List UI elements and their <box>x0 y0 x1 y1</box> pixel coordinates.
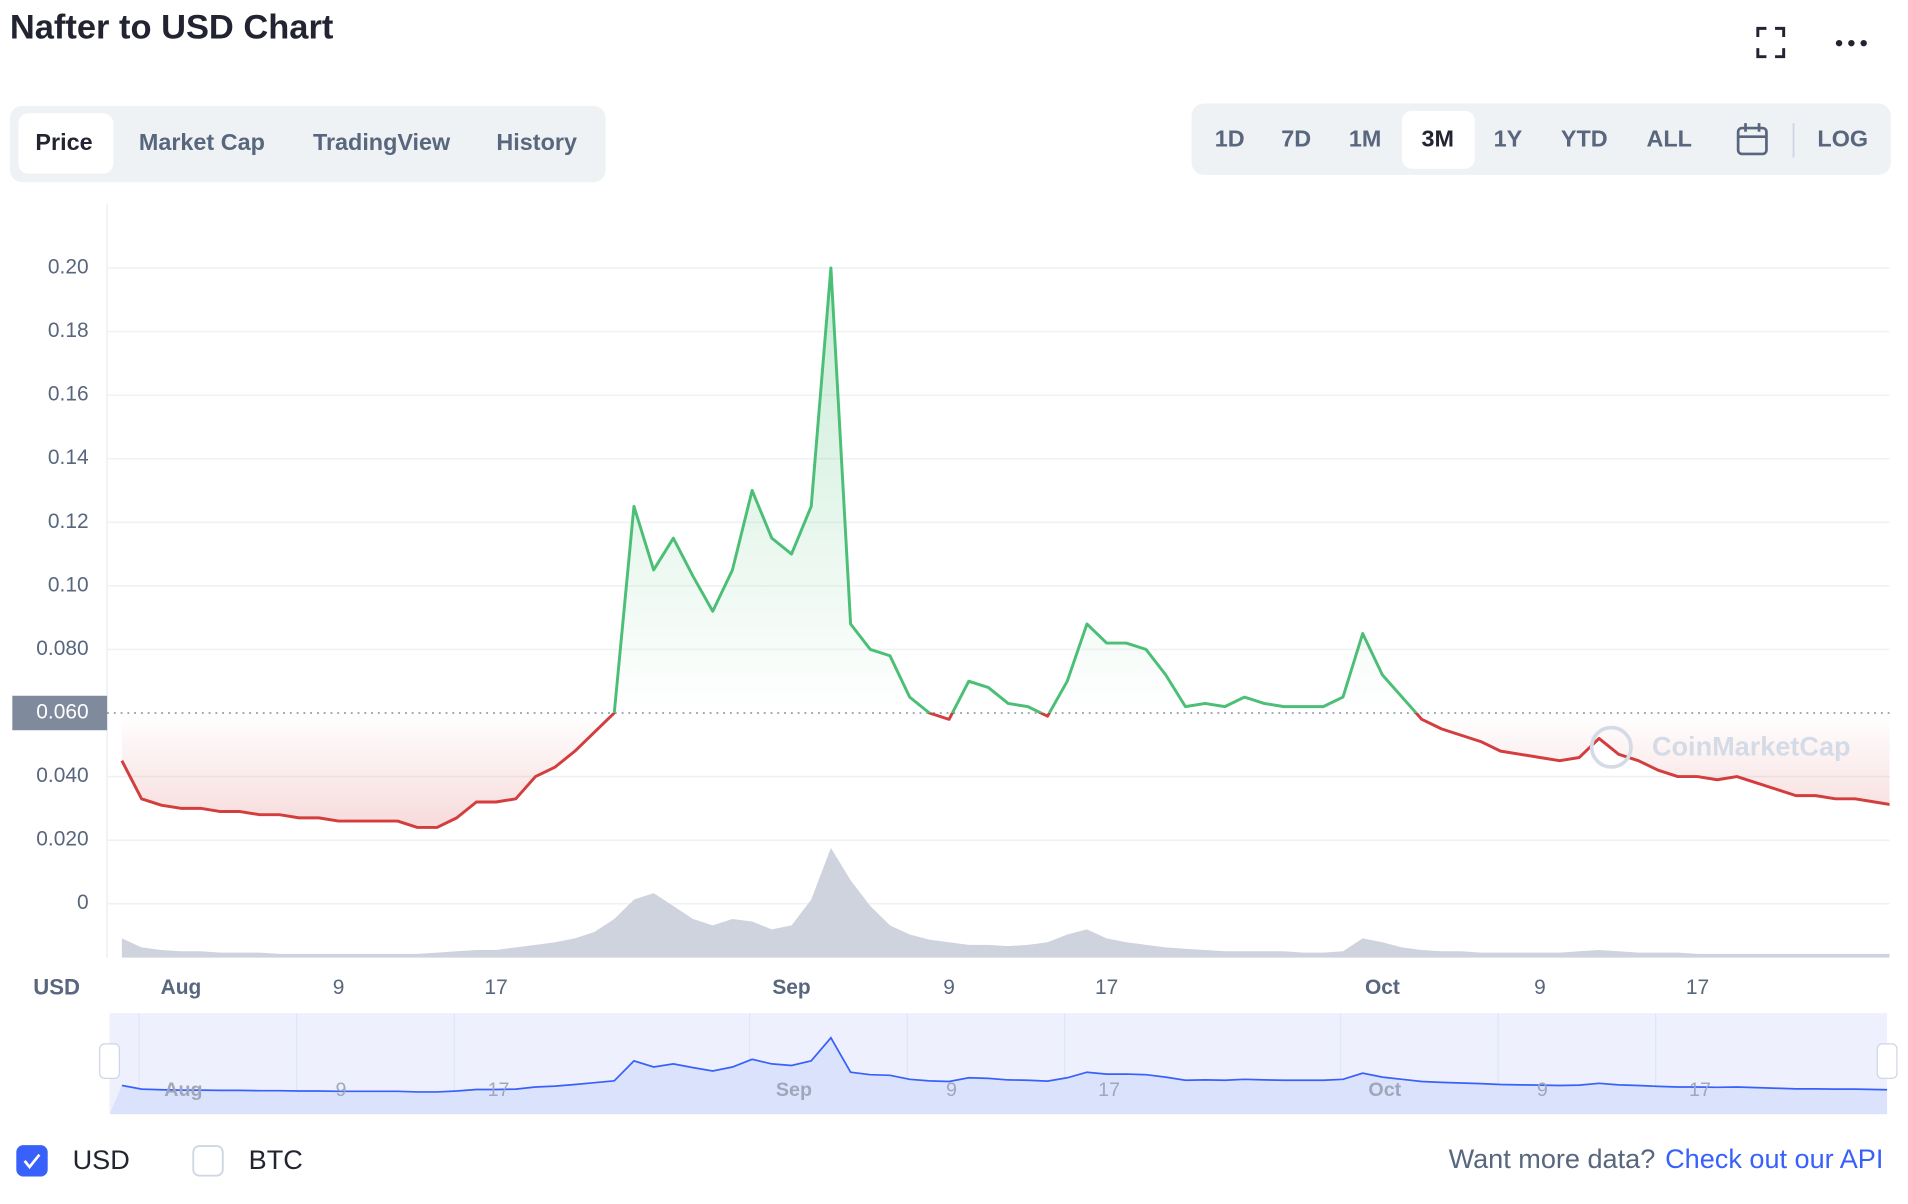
fullscreen-button[interactable] <box>1756 26 1786 59</box>
baseline-label-bg <box>12 695 108 731</box>
calendar-button[interactable] <box>1736 123 1768 156</box>
tab-group <box>9 105 606 183</box>
x-tick-label: Oct <box>1365 976 1400 999</box>
x-tick-label: 9 <box>943 976 955 999</box>
log-button[interactable]: LOG <box>1817 126 1868 152</box>
tab[interactable]: History <box>496 129 577 155</box>
axis-unit-label: USD <box>33 974 80 999</box>
navigator-label: 9 <box>946 1079 957 1101</box>
active-range-bg <box>1402 110 1475 169</box>
range-button[interactable]: 7D <box>1281 126 1311 152</box>
tab[interactable]: TradingView <box>313 129 451 155</box>
navigator-handle[interactable] <box>99 1043 121 1079</box>
checkbox-label: BTC <box>249 1144 303 1175</box>
navigator-label: Oct <box>1368 1079 1401 1101</box>
y-tick-label: 0.20 <box>48 256 89 279</box>
range-button[interactable]: 1D <box>1215 126 1245 152</box>
navigator-label: 17 <box>1689 1079 1711 1101</box>
x-tick-label: Aug <box>161 976 202 999</box>
y-tick-label: 0.10 <box>48 573 89 596</box>
range-group <box>1191 103 1891 175</box>
price-series <box>120 266 1890 829</box>
tab[interactable]: Price <box>35 129 92 155</box>
navigator-area <box>109 1037 1888 1115</box>
navigator-label: Aug <box>164 1079 202 1101</box>
navigator-label: 17 <box>488 1079 510 1101</box>
watermark-logo <box>1589 725 1633 769</box>
price-area-up <box>614 267 1417 713</box>
x-tick-label: 9 <box>1534 976 1546 999</box>
api-link[interactable]: Check out our API <box>1665 1143 1883 1174</box>
more-button[interactable] <box>1835 39 1867 47</box>
y-tick-label: 0.12 <box>48 510 89 533</box>
navigator-label: 9 <box>336 1079 347 1101</box>
navigator-handle[interactable] <box>1876 1043 1898 1079</box>
range-button[interactable]: 3M <box>1422 126 1454 152</box>
active-tab-bg <box>18 113 114 174</box>
y-tick-label: 0.040 <box>36 764 88 787</box>
y-tick-label: 0.16 <box>48 383 89 406</box>
range-button[interactable]: 1M <box>1349 126 1381 152</box>
range-button[interactable]: 1Y <box>1494 126 1523 152</box>
x-tick-label: 9 <box>333 976 345 999</box>
x-tick-label: Sep <box>772 976 810 999</box>
checkmark <box>23 1153 41 1170</box>
y-tick-label: 0 <box>77 891 89 914</box>
navigator-label: 17 <box>1098 1079 1120 1101</box>
watermark: CoinMarketCap <box>1652 731 1851 762</box>
y-tick-label: 0.020 <box>36 828 88 851</box>
y-tick-label: 0.18 <box>48 319 89 342</box>
api-note: Want more data? Check out our API <box>1449 1143 1884 1174</box>
navigator-line <box>121 1036 1888 1093</box>
checkbox-label: USD <box>73 1144 130 1175</box>
volume-area <box>121 847 1890 958</box>
x-tick-label: 17 <box>484 976 507 999</box>
range-button[interactable]: ALL <box>1646 126 1691 152</box>
checkbox[interactable] <box>16 1145 48 1177</box>
range-button[interactable]: YTD <box>1561 126 1608 152</box>
navigator-label: Sep <box>776 1079 812 1101</box>
checkbox[interactable] <box>192 1145 224 1177</box>
price-line-up <box>612 266 1419 713</box>
tab[interactable]: Market Cap <box>139 129 265 155</box>
navigator-label: 9 <box>1537 1079 1548 1101</box>
api-prompt: Want more data? <box>1449 1143 1656 1174</box>
chart-title: Nafter to USD Chart <box>10 9 334 47</box>
x-tick-label: 17 <box>1686 976 1709 999</box>
x-tick-label: 17 <box>1095 976 1118 999</box>
y-tick-label: 0.060 <box>36 701 88 724</box>
price-area-down <box>121 712 1890 828</box>
y-tick-label: 0.080 <box>36 637 88 660</box>
price-line-down <box>120 712 1890 829</box>
y-tick-label: 0.14 <box>48 446 89 469</box>
